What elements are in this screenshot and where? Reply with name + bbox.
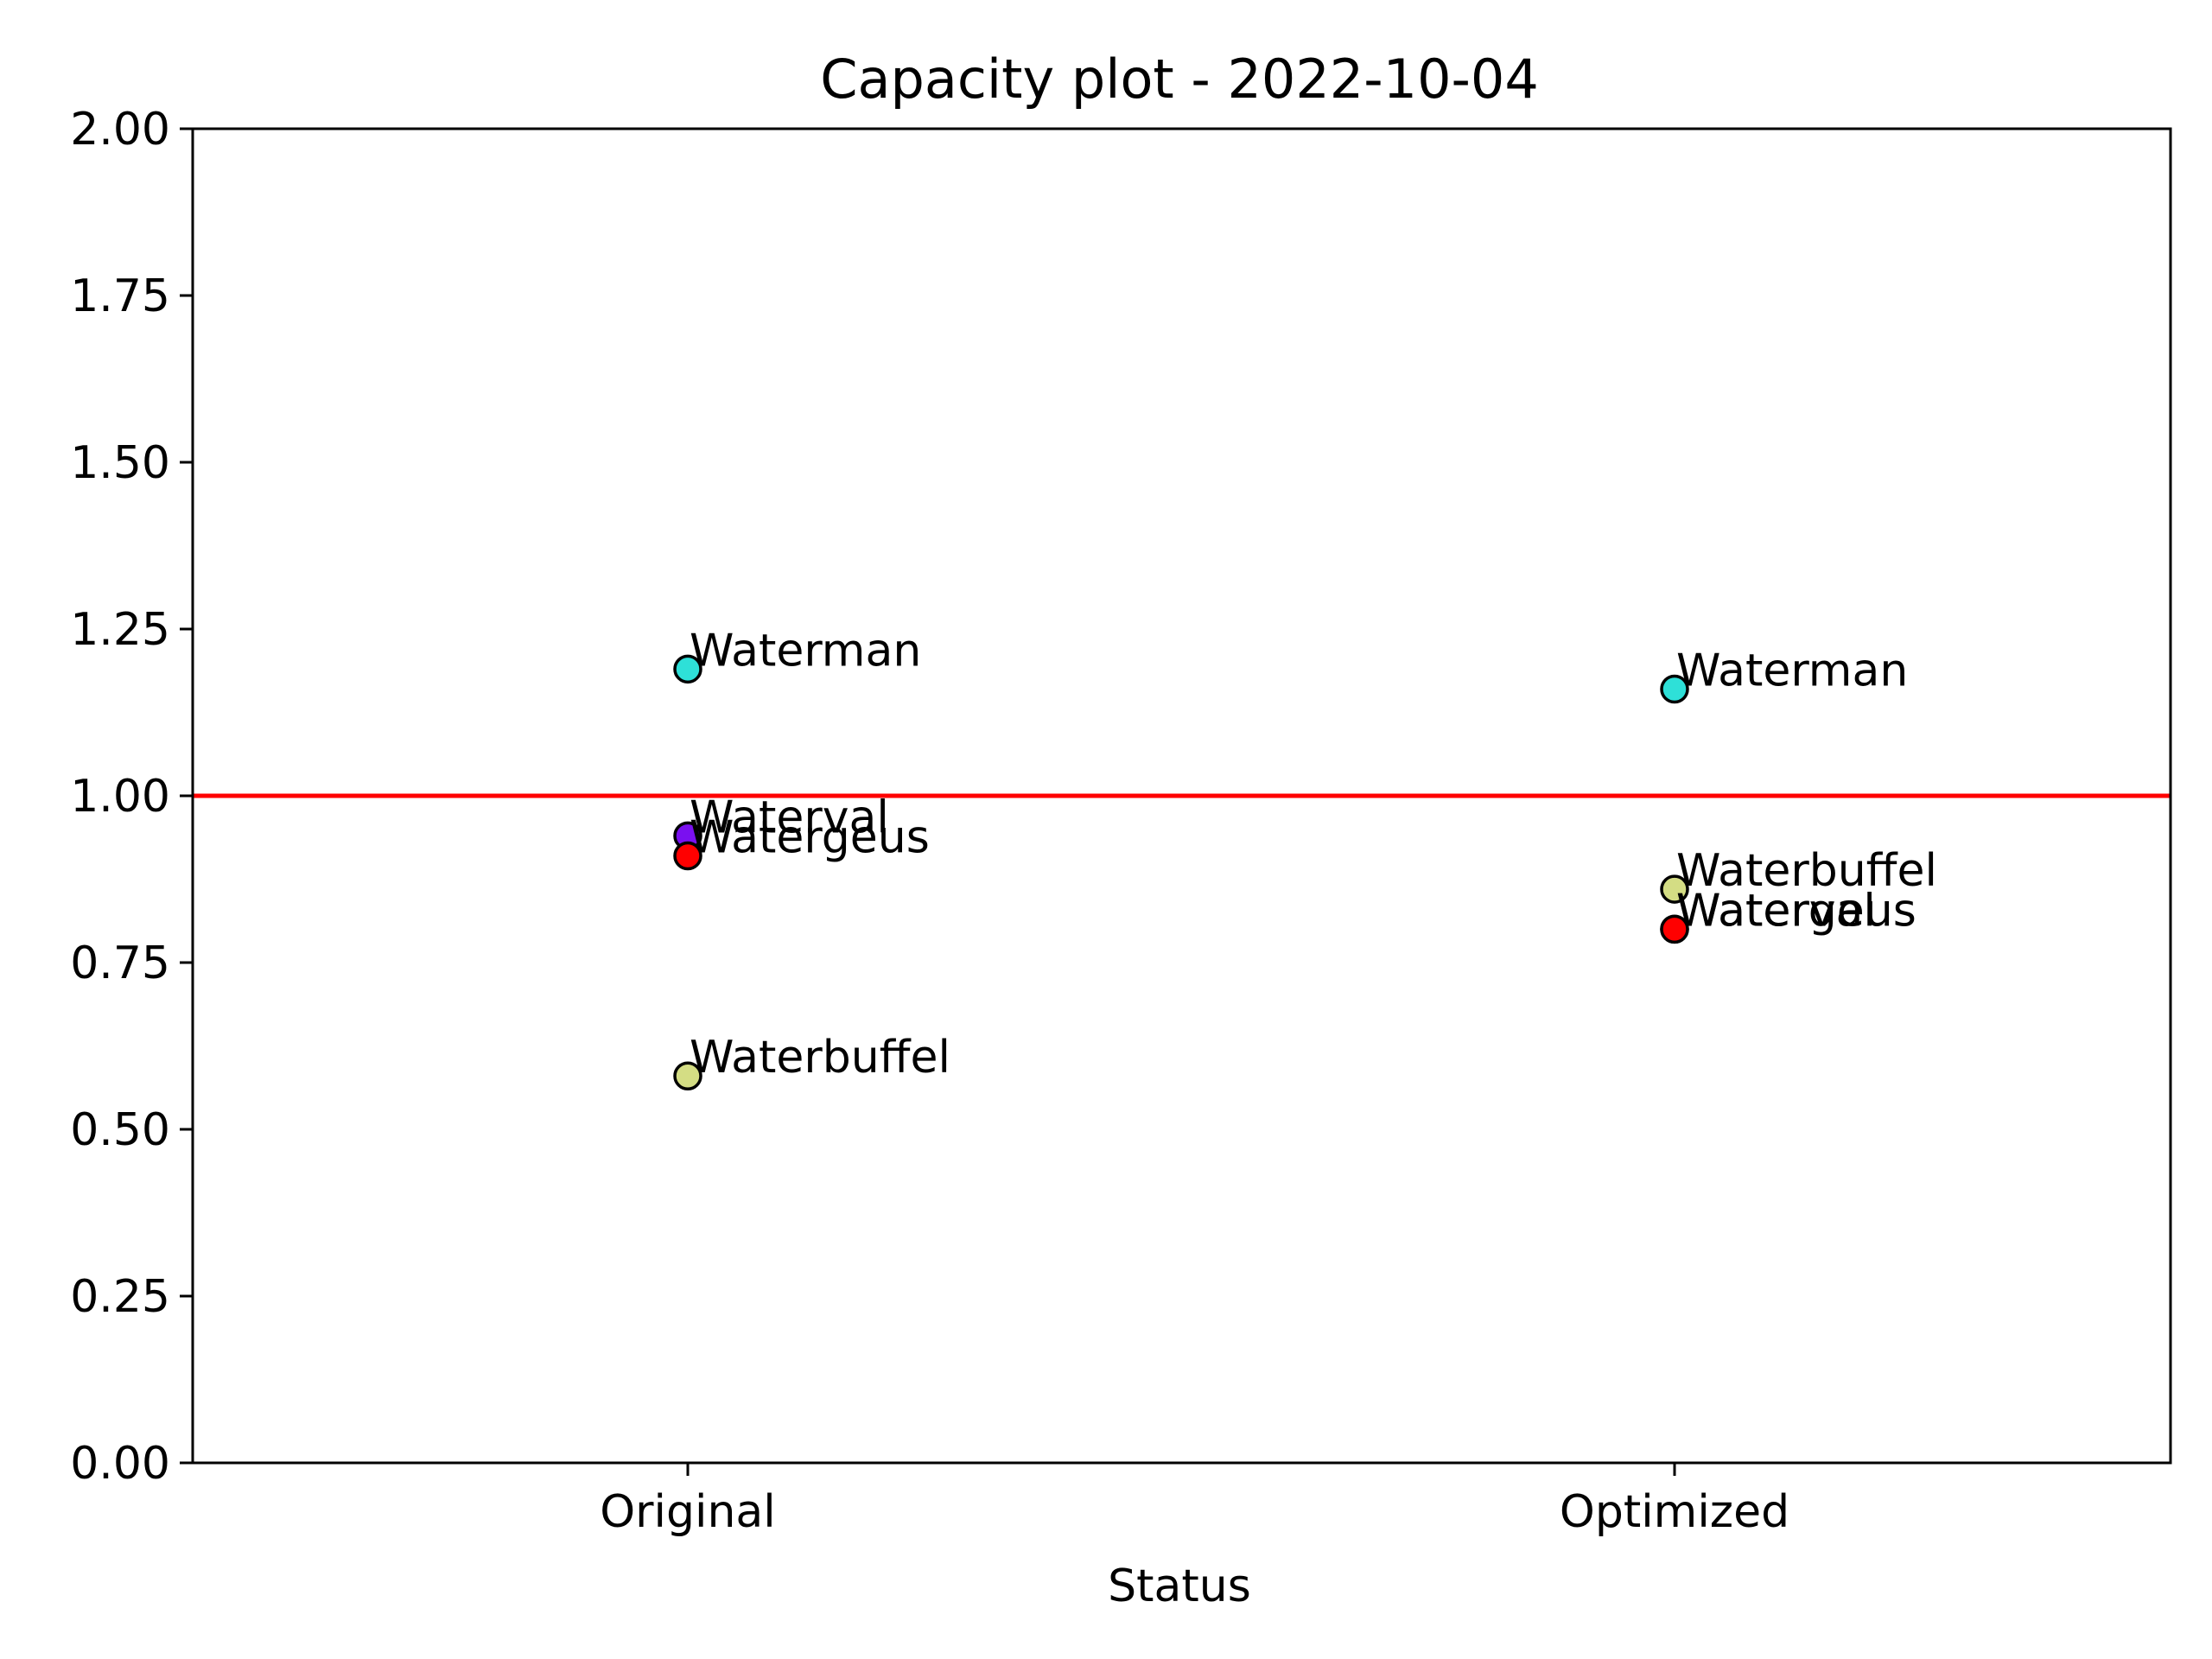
x-tick-label: Original [600, 1486, 775, 1538]
x-tick-label: Optimized [1560, 1486, 1789, 1538]
data-point [1660, 674, 1689, 704]
point-label: Waterbuffel [690, 1032, 950, 1084]
point-label: Watergeus [1676, 885, 1916, 937]
x-axis-label: Status [1108, 1560, 1251, 1612]
point-label: Waterman [690, 625, 921, 677]
y-tick-label: 0.00 [70, 1438, 170, 1490]
y-tick-label: 0.75 [70, 938, 170, 989]
y-tick-label: 1.50 [70, 437, 170, 489]
chart-title: Capacity plot - 2022-10-04 [820, 48, 1539, 111]
point-label: Waterbuffel [1676, 845, 1937, 897]
data-point [1660, 874, 1689, 904]
y-tick-label: 0.50 [70, 1104, 170, 1156]
y-tick-label: 0.25 [70, 1271, 170, 1323]
data-point [673, 841, 702, 871]
y-tick-label: 1.25 [70, 604, 170, 656]
point-label: Waterman [1676, 645, 1908, 696]
data-point [1660, 914, 1689, 944]
data-point [673, 654, 702, 684]
axes-frame [191, 127, 2172, 1465]
y-tick-label: 1.00 [70, 771, 170, 823]
plot-area: 0.00 0.25 0.50 0.75 1.00 1.25 1.50 1.75 2.00 Orig… [70, 104, 2172, 1538]
y-tick-label: 2.00 [70, 104, 170, 156]
point-label: Waterval [690, 791, 889, 843]
point-label: Watergeus [690, 811, 930, 863]
y-tick-label: 1.75 [70, 270, 170, 322]
data-point [673, 1061, 702, 1090]
point-label: Waterval [1676, 885, 1876, 937]
